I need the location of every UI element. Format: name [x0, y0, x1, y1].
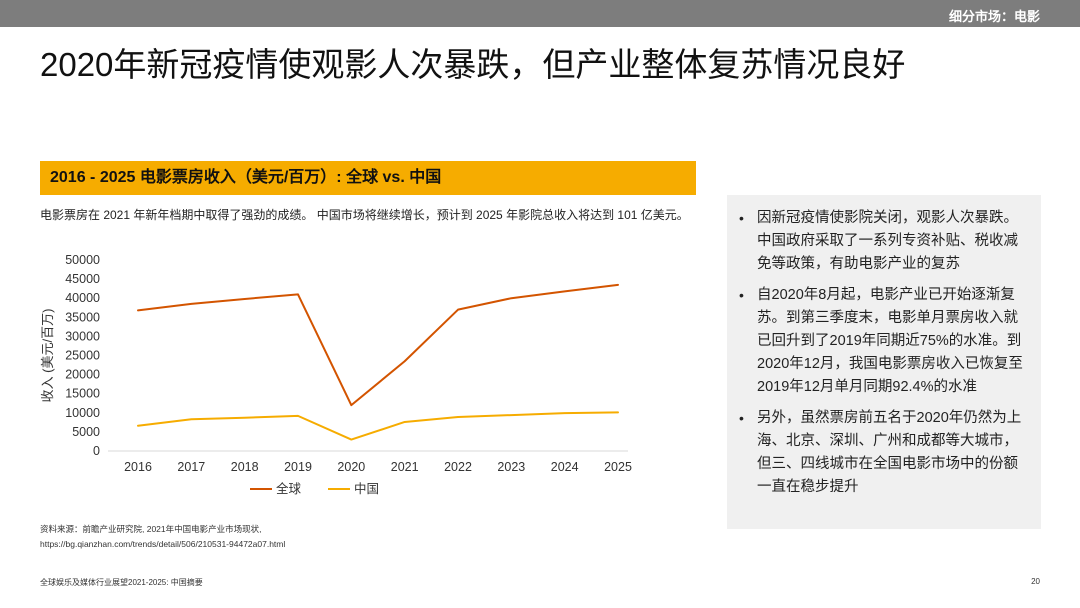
x-tick-label: 2023 [497, 460, 525, 474]
bullet-item: • 因新冠疫情使影院关闭，观影人次暴跌。中国政府采取了一系列专资补贴、税收减免等政… [739, 210, 1018, 272]
source-url: https://bg.qianzhan.com/trends/detail/50… [40, 539, 286, 549]
x-tick-label: 2024 [551, 460, 579, 474]
x-tick-label: 2020 [337, 460, 365, 474]
x-tick-label: 2022 [444, 460, 472, 474]
y-tick-label: 30000 [65, 329, 100, 343]
y-tick-label: 10000 [65, 406, 100, 420]
y-tick-label: 0 [93, 444, 100, 458]
bullet-item: • 自2020年8月起，电影产业已开始逐渐复苏。到第三季度末，电影单月票房收入就已… [739, 287, 1023, 395]
y-tick-label: 25000 [65, 349, 100, 363]
y-tick-label: 40000 [65, 291, 100, 305]
page-number: 20 [1031, 577, 1040, 586]
intro-text: 电影票房在 2021 年新年档期中取得了强劲的成绩。 中国市场将继续增长，预计到… [40, 208, 689, 222]
x-tick-label: 2021 [391, 460, 419, 474]
series-line-global [137, 283, 619, 407]
y-tick-label: 15000 [65, 387, 100, 401]
x-tick-label: 2025 [604, 460, 632, 474]
legend-label: 全球 [276, 481, 302, 496]
source-line: 资料来源：前瞻产业研究院, 2021年中国电影产业市场现状, [40, 524, 262, 534]
chart-banner: 2016 - 2025 电影票房收入（美元/百万）: 全球 vs. 中国 [40, 161, 696, 195]
line-chart: 0 5000 10000 15000 20000 25000 30000 35000 40000… [40, 253, 632, 496]
y-tick-label: 35000 [65, 310, 100, 324]
series-line-china [137, 411, 619, 441]
y-tick-label: 50000 [65, 253, 100, 267]
side-panel: • 因新冠疫情使影院关闭，观影人次暴跌。中国政府采取了一系列专资补贴、税收减免等政… [727, 195, 1041, 529]
y-tick-label: 20000 [65, 368, 100, 382]
x-tick-label: 2019 [284, 460, 312, 474]
y-tick-label: 5000 [72, 425, 100, 439]
bullet-item: • 另外，虽然票房前五名于2020年仍然为上海、北京、深圳、广州和成都等大城市，但… [739, 410, 1022, 495]
page-title: 2020年新冠疫情使观影人次暴跌，但产业整体复苏情况良好 [40, 46, 906, 83]
top-bar: 细分市场：电影 [0, 0, 1080, 27]
x-tick-label: 2018 [231, 460, 259, 474]
legend-label: 中国 [354, 481, 379, 496]
section-label: 细分市场：电影 [948, 9, 1040, 24]
x-tick-label: 2016 [124, 460, 152, 474]
y-tick-label: 45000 [65, 272, 100, 286]
footer-title: 全球娱乐及媒体行业展望2021-2025: 中国摘要 [40, 578, 203, 587]
x-tick-label: 2017 [177, 460, 205, 474]
source-note: 资料来源：前瞻产业研究院, 2021年中国电影产业市场现状, https://b… [40, 522, 285, 552]
bullet-list: • 因新冠疫情使影院关闭，观影人次暴跌。中国政府采取了一系列专资补贴、税收减免等政… [739, 207, 1027, 499]
y-axis-label: 收入 (美元/百万) [40, 309, 55, 403]
